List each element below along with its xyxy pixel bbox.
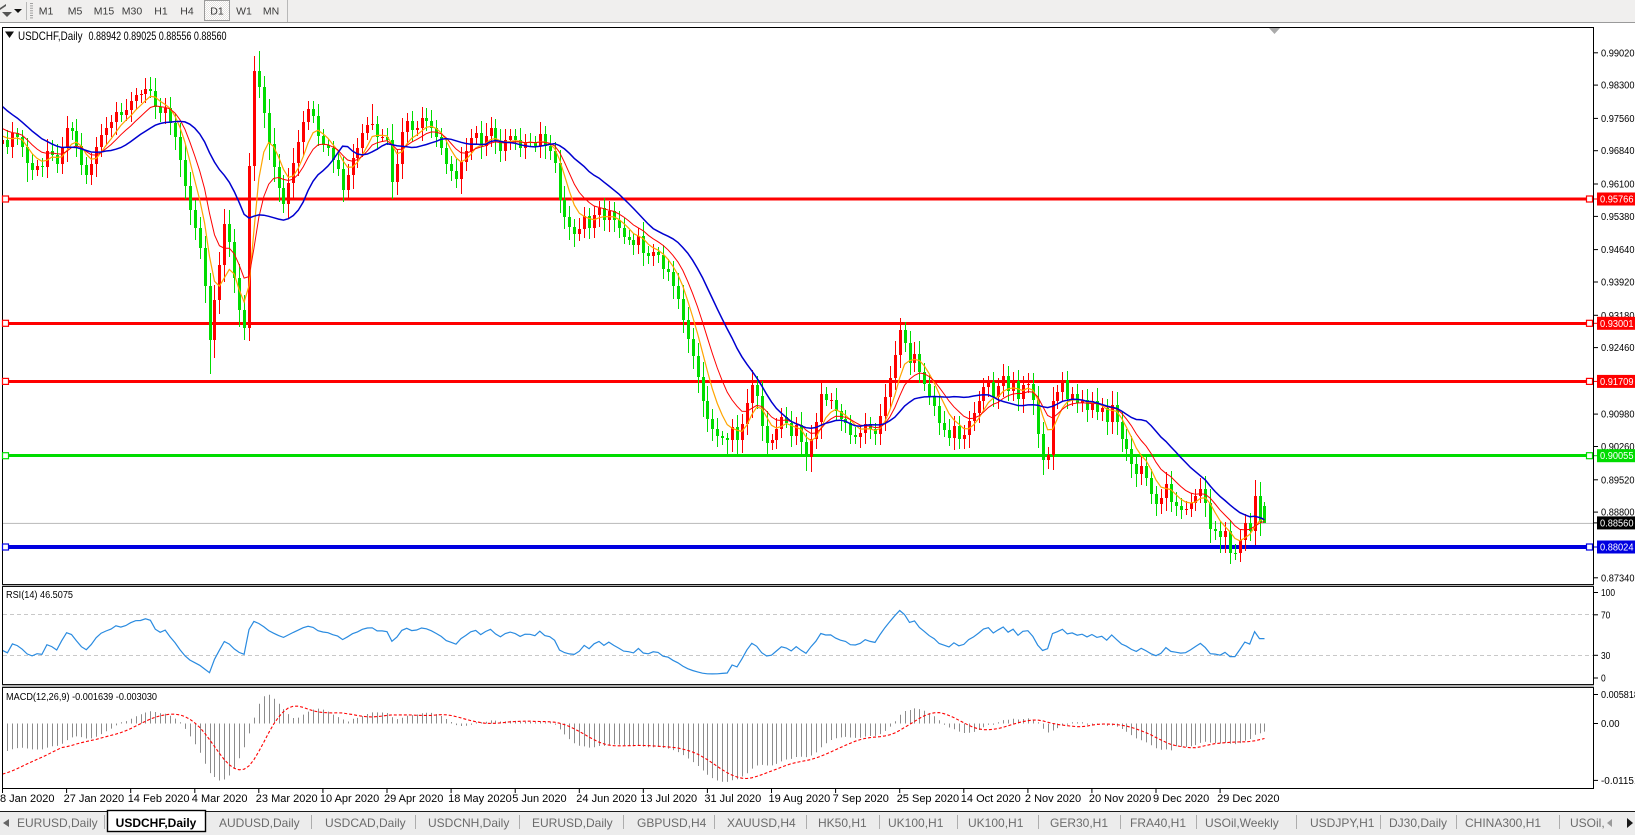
svg-text:0.96840: 0.96840: [1601, 146, 1635, 157]
svg-text:0.90980: 0.90980: [1601, 410, 1635, 421]
svg-text:DJ30,Daily: DJ30,Daily: [1389, 816, 1447, 830]
svg-text:0.95766: 0.95766: [1600, 195, 1634, 206]
svg-text:XAUUSD,H4: XAUUSD,H4: [727, 816, 796, 830]
svg-text:EURUSD,Daily: EURUSD,Daily: [532, 816, 613, 830]
svg-text:CHINA300,H1: CHINA300,H1: [1465, 816, 1541, 830]
svg-text:USOil,Weekly: USOil,Weekly: [1205, 816, 1279, 830]
svg-text:0.00: 0.00: [1601, 719, 1620, 730]
svg-text:0.88800: 0.88800: [1601, 508, 1635, 519]
svg-text:0.93920: 0.93920: [1601, 278, 1635, 289]
svg-text:0.88942 0.89025 0.88556 0.8856: 0.88942 0.89025 0.88556 0.88560: [89, 29, 227, 43]
svg-text:29 Apr 2020: 29 Apr 2020: [384, 793, 443, 805]
svg-text:13 Jul 2020: 13 Jul 2020: [640, 793, 697, 805]
svg-text:EURUSD,Daily: EURUSD,Daily: [17, 816, 98, 830]
svg-text:USDJPY,H1: USDJPY,H1: [1310, 816, 1375, 830]
svg-text:0.93180: 0.93180: [1601, 311, 1635, 322]
svg-text:USDCAD,Daily: USDCAD,Daily: [325, 816, 406, 830]
svg-text:0.90055: 0.90055: [1600, 451, 1634, 462]
svg-text:14 Feb 2020: 14 Feb 2020: [128, 793, 190, 805]
svg-text:0.91709: 0.91709: [1600, 377, 1634, 388]
svg-text:AUDUSD,Daily: AUDUSD,Daily: [219, 816, 300, 830]
svg-text:GBPUSD,H4: GBPUSD,H4: [637, 816, 707, 830]
svg-text:0.99020: 0.99020: [1601, 48, 1635, 59]
svg-text:0: 0: [1601, 674, 1606, 685]
svg-text:9 Dec 2020: 9 Dec 2020: [1153, 793, 1209, 805]
svg-text:30: 30: [1601, 651, 1611, 662]
svg-text:14 Oct 2020: 14 Oct 2020: [961, 793, 1021, 805]
svg-text:USDCHF,Daily: USDCHF,Daily: [116, 816, 197, 830]
svg-text:M5: M5: [68, 6, 83, 18]
svg-text:18 May 2020: 18 May 2020: [448, 793, 512, 805]
svg-text:FRA40,H1: FRA40,H1: [1130, 816, 1186, 830]
svg-text:MACD(12,26,9) -0.001639 -0.003: MACD(12,26,9) -0.001639 -0.003030: [6, 692, 157, 703]
svg-text:0.95380: 0.95380: [1601, 212, 1635, 223]
svg-text:10 Apr 2020: 10 Apr 2020: [320, 793, 379, 805]
svg-text:5 Jun 2020: 5 Jun 2020: [512, 793, 566, 805]
svg-text:M15: M15: [94, 6, 115, 18]
svg-text:0.90260: 0.90260: [1601, 442, 1635, 453]
svg-text:M1: M1: [39, 6, 54, 18]
svg-text:RSI(14) 46.5075: RSI(14) 46.5075: [6, 590, 73, 601]
svg-text:0.89520: 0.89520: [1601, 475, 1635, 486]
svg-text:0.88560: 0.88560: [1600, 518, 1634, 529]
svg-text:MN: MN: [263, 6, 279, 18]
svg-text:4 Mar 2020: 4 Mar 2020: [192, 793, 248, 805]
svg-text:H1: H1: [154, 6, 168, 18]
svg-text:GER30,H1: GER30,H1: [1050, 816, 1108, 830]
svg-text:0.005818: 0.005818: [1601, 690, 1635, 701]
svg-text:23 Mar 2020: 23 Mar 2020: [256, 793, 318, 805]
svg-text:W1: W1: [236, 6, 252, 18]
svg-text:0.93001: 0.93001: [1600, 319, 1634, 330]
svg-text:0.92460: 0.92460: [1601, 343, 1635, 354]
svg-text:0.98300: 0.98300: [1601, 81, 1635, 92]
svg-text:25 Sep 2020: 25 Sep 2020: [897, 793, 959, 805]
svg-text:2 Nov 2020: 2 Nov 2020: [1025, 793, 1081, 805]
svg-text:UK100,H1: UK100,H1: [968, 816, 1024, 830]
svg-text:70: 70: [1601, 610, 1611, 621]
svg-text:8 Jan 2020: 8 Jan 2020: [0, 793, 54, 805]
svg-text:USDCHF,Daily: USDCHF,Daily: [18, 29, 83, 43]
svg-text:-0.011514: -0.011514: [1601, 776, 1635, 787]
svg-text:0.97560: 0.97560: [1601, 114, 1635, 125]
svg-text:USDCNH,Daily: USDCNH,Daily: [428, 816, 509, 830]
svg-text:24 Jun 2020: 24 Jun 2020: [576, 793, 637, 805]
svg-text:0.88024: 0.88024: [1600, 543, 1634, 554]
svg-text:27 Jan 2020: 27 Jan 2020: [64, 793, 125, 805]
svg-text:HK50,H1: HK50,H1: [818, 816, 867, 830]
svg-text:20 Nov 2020: 20 Nov 2020: [1089, 793, 1151, 805]
svg-text:29 Dec 2020: 29 Dec 2020: [1217, 793, 1279, 805]
svg-text:UK100,H1: UK100,H1: [888, 816, 944, 830]
svg-text:0.96100: 0.96100: [1601, 180, 1635, 191]
svg-text:USOil,: USOil,: [1570, 816, 1605, 830]
svg-text:D1: D1: [210, 6, 224, 18]
svg-text:19 Aug 2020: 19 Aug 2020: [769, 793, 831, 805]
svg-text:H4: H4: [180, 6, 194, 18]
svg-text:0.94640: 0.94640: [1601, 245, 1635, 256]
svg-text:M30: M30: [122, 6, 143, 18]
svg-text:31 Jul 2020: 31 Jul 2020: [704, 793, 761, 805]
svg-text:7 Sep 2020: 7 Sep 2020: [833, 793, 889, 805]
svg-text:0.87340: 0.87340: [1601, 573, 1635, 584]
svg-text:100: 100: [1601, 588, 1615, 599]
